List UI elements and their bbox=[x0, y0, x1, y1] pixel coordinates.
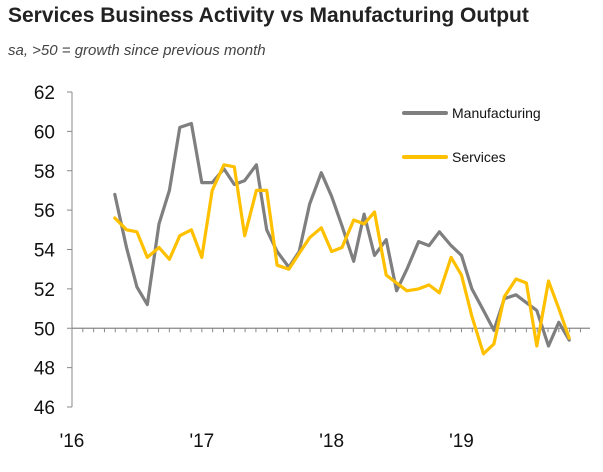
chart-title: Services Business Activity vs Manufactur… bbox=[8, 4, 529, 27]
y-tick-label: 54 bbox=[34, 241, 56, 262]
series-line-services bbox=[113, 163, 571, 356]
chart-subtitle: sa, >50 = growth since previous month bbox=[8, 42, 266, 59]
x-tick-label: '17 bbox=[189, 431, 214, 452]
y-tick-label: 48 bbox=[34, 359, 55, 380]
y-tick-label: 60 bbox=[34, 122, 55, 143]
x-tick-label: '18 bbox=[319, 431, 344, 452]
y-tick-label: 62 bbox=[34, 83, 55, 104]
legend-label-manufacturing: Manufacturing bbox=[452, 105, 541, 121]
y-tick-label: 52 bbox=[34, 280, 55, 301]
legend-label-services: Services bbox=[452, 149, 506, 165]
y-tick-label: 56 bbox=[34, 201, 55, 222]
y-tick-label: 50 bbox=[34, 319, 55, 340]
x-tick-label: '16 bbox=[60, 431, 85, 452]
y-tick-label: 46 bbox=[34, 398, 55, 419]
y-tick-label: 58 bbox=[34, 162, 55, 183]
series-line-manufacturing bbox=[113, 121, 571, 348]
x-tick-label: '19 bbox=[449, 431, 474, 452]
